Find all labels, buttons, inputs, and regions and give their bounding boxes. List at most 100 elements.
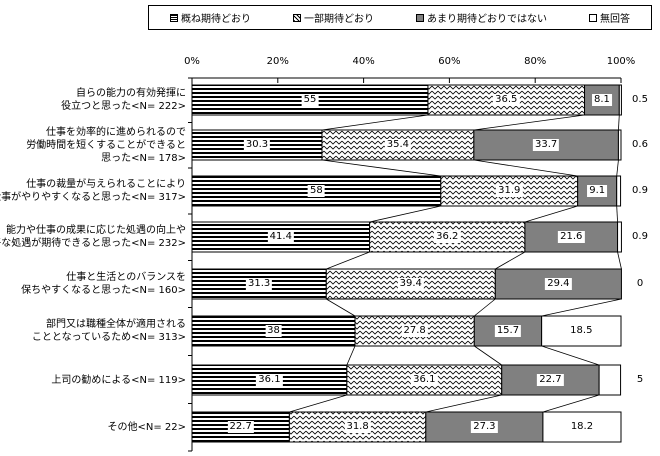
category-label: 上司の勧めによる<N= 119> (0, 358, 186, 402)
value-label: 5 (636, 374, 644, 385)
legend-item: 概ね期待どおり (170, 10, 251, 25)
value-label: 36.2 (434, 231, 461, 243)
category-label-line: 仕事の裁量が与えられることにより (26, 179, 186, 190)
legend: 概ね期待どおり 一部期待どおり あまり期待どおりではない 無回答 (148, 5, 652, 30)
series-line (321, 159, 441, 177)
value-label: 31.9 (496, 185, 523, 197)
legend-label: あまり期待どおりではない (427, 14, 547, 25)
x-tick-label: 0% (184, 56, 200, 67)
x-tick-label: 100% (607, 56, 636, 67)
series-line (616, 205, 618, 223)
series-line (495, 251, 526, 270)
category-label-line: 仕事を効率的に進められるので (46, 126, 186, 138)
bars (191, 84, 622, 443)
category-label-line: 仕事と生活とのバランスを (66, 272, 186, 283)
category-label: 部門又は職種全体が適用されることとなっているため<N= 313> (0, 309, 186, 353)
legend-label: 無回答 (600, 14, 630, 25)
category-labels: 自らの能力の有効発揮に 役立つと思った<N= 222> 仕事を効率的に進められるので… (0, 0, 186, 456)
bar-segment (617, 129, 622, 161)
series-line (524, 205, 578, 223)
legend-item: あまり期待どおりではない (416, 10, 547, 25)
x-tick-label: 40% (352, 56, 374, 67)
category-label-line: 部門又は職種全体が適用される (46, 319, 186, 330)
value-label: 21.6 (558, 231, 585, 243)
value-label: 22.7 (227, 421, 254, 433)
category-label-line: その他<N= 22> (107, 421, 186, 433)
value-label: 36.5 (493, 94, 520, 106)
series-line (473, 114, 585, 131)
bar-segment (598, 364, 622, 396)
series-line (542, 394, 600, 413)
category-label-line: 上司の勧めによる<N= 119> (51, 374, 186, 386)
category-label-line: 仕事がやりやすくなると思った<N= 317> (0, 192, 186, 203)
category-label-line: 保ちやすくなると思った<N= 160> (21, 285, 186, 296)
category-label-line: 労働時間を短くすることができると (26, 139, 186, 151)
value-label: 22.7 (537, 374, 564, 386)
value-label: 0.9 (632, 231, 648, 242)
legend-item: 無回答 (589, 10, 630, 25)
legend-swatch (416, 13, 424, 22)
series-line (326, 298, 356, 317)
category-label: 自らの能力の有効発揮に役立つと思った<N= 222> (0, 78, 186, 122)
series-line (369, 205, 441, 223)
category-label: その他<N= 22> (0, 405, 186, 449)
category-label-line: 公平な処遇が期待できると思った<N= 232> (0, 238, 186, 249)
value-label: 8.1 (591, 94, 612, 106)
legend-swatch (589, 13, 597, 22)
x-tick-label: 80% (524, 56, 546, 67)
series-line (474, 345, 502, 366)
value-label: 27.8 (401, 325, 428, 337)
value-label: 41.4 (267, 231, 294, 243)
value-label: 31.8 (344, 421, 371, 433)
legend-label: 一部期待どおり (304, 14, 374, 25)
series-lines (289, 114, 622, 413)
legend-item: 一部期待どおり (293, 10, 374, 25)
value-label: 33.7 (532, 139, 560, 151)
value-label: 36.1 (411, 374, 438, 386)
value-label: 58 (308, 185, 325, 197)
category-label: 仕事と生活とのバランスを保ちやすくなると思った<N= 160> (0, 262, 186, 306)
value-label: 18.5 (568, 325, 595, 337)
category-label: 仕事の裁量が与えられることにより仕事がやりやすくなると思った<N= 317> (0, 169, 186, 213)
category-label-line: 思った<N= 178> (101, 152, 186, 164)
category-label-line: 役立つと思った<N= 222> (61, 101, 186, 112)
category-label-line: 能力や仕事の成果に応じた処遇の向上や (6, 225, 186, 236)
series-line (618, 114, 620, 131)
bar-segment (618, 84, 622, 116)
series-line (289, 394, 347, 413)
x-tick-label: 20% (267, 56, 289, 67)
value-label: 38 (265, 325, 282, 337)
value-label: 31.3 (245, 278, 273, 290)
legend-swatch (293, 13, 301, 22)
legend-swatch (170, 13, 178, 22)
value-label: 0.6 (632, 139, 648, 150)
value-label: 0 (636, 278, 644, 289)
value-label: 15.7 (494, 325, 522, 337)
value-label: 18.2 (568, 421, 596, 433)
value-label: 0.5 (632, 94, 648, 105)
series-line (425, 394, 502, 413)
value-label: 35.4 (384, 139, 412, 151)
category-label-line: こととなっているため<N= 313> (31, 332, 186, 343)
category-label-line: 自らの能力の有効発揮に (76, 88, 186, 99)
series-line (474, 298, 496, 317)
legend-label: 概ね期待どおり (181, 14, 251, 25)
value-label: 39.4 (397, 278, 424, 290)
series-line (541, 345, 600, 366)
value-label: 55 (301, 94, 319, 106)
series-line (617, 251, 622, 270)
value-label: 29.4 (545, 278, 572, 290)
value-label: 36.1 (256, 374, 283, 386)
series-line (541, 298, 622, 317)
bar-segment (616, 175, 622, 207)
series-line (616, 159, 619, 177)
series-line (473, 159, 578, 177)
category-label: 仕事を効率的に進められるので 労働時間を短くすることができると 思った<N= 178… (0, 123, 186, 167)
series-line (326, 251, 370, 270)
series-line (321, 114, 429, 131)
series-line (346, 345, 356, 366)
bar-segment (617, 221, 622, 253)
value-label: 0.9 (632, 185, 648, 196)
value-label: 9.1 (587, 185, 608, 197)
